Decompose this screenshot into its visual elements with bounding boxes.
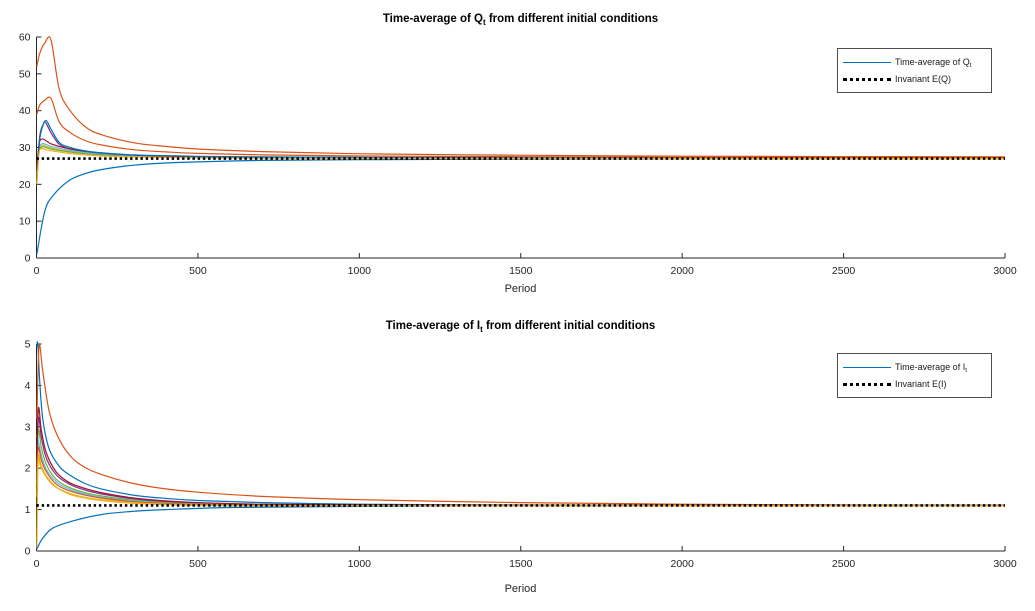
- x-tick-label: 0: [34, 558, 40, 570]
- legend-entry-timeaverage-q: Time-average of Qt: [838, 57, 991, 69]
- subplot1-title-pre: Time-average of Q: [382, 13, 483, 25]
- series-line-initial-condition-8: [36, 119, 1006, 181]
- legend-label-pre: Invariant E(I): [895, 379, 947, 389]
- series-line-initial-condition-high: [36, 36, 1006, 158]
- x-tick-label: 0: [34, 265, 40, 277]
- series-line-initial-condition-9: [36, 96, 1006, 159]
- y-tick-label: 5: [25, 339, 31, 351]
- subplot1-xlabel: Period: [504, 283, 537, 295]
- x-tick-label: 1500: [509, 265, 533, 277]
- y-tick-label: 3: [25, 421, 31, 433]
- x-tick-label: 1500: [509, 558, 533, 570]
- x-tick-label: 500: [189, 558, 207, 570]
- legend-entry-label: Time-average of It: [895, 362, 968, 374]
- y-tick-label: 10: [19, 216, 31, 228]
- series-line-initial-condition-10: [36, 453, 1005, 507]
- x-tick-label: 500: [189, 265, 207, 277]
- y-tick-label: 40: [19, 105, 31, 117]
- x-tick-label: 1000: [348, 558, 372, 570]
- x-tick-label: 2000: [670, 265, 694, 277]
- subplot2-title-sub: t: [480, 325, 483, 334]
- series-line-initial-condition-9: [36, 446, 1005, 507]
- legend-entry-invariant-q: Invariant E(Q): [838, 74, 991, 84]
- y-tick-label: 2: [25, 463, 31, 475]
- dotted-line-sample-icon: [843, 77, 891, 81]
- y-tick-label: 20: [19, 179, 31, 191]
- x-tick-label: 2500: [832, 558, 856, 570]
- legend-entry-label: Invariant E(Q): [895, 74, 951, 84]
- series-line-initial-condition-10: [36, 147, 1005, 185]
- y-tick-label: 4: [25, 380, 31, 392]
- subplot1-title-sub: t: [482, 18, 486, 27]
- subplot1-legend: Time-average of Qt Invariant E(Q): [837, 48, 992, 93]
- legend-entry-timeaverage-i: Time-average of It: [838, 362, 991, 374]
- legend-entry-label: Invariant E(I): [895, 379, 947, 389]
- subplot2-legend: Time-average of It Invariant E(I): [837, 353, 992, 398]
- legend-label-pre: Time-average of I: [895, 362, 966, 372]
- series-line-initial-condition-5: [36, 145, 1006, 174]
- y-tick-label: 0: [25, 546, 31, 558]
- x-tick-label: 2000: [670, 558, 694, 570]
- series-line-initial-condition-3: [36, 144, 1006, 178]
- series-line-initial-condition-7: [36, 138, 1006, 170]
- solid-line-sample-icon: [843, 61, 891, 63]
- series-line-initial-condition-low: [36, 504, 1006, 550]
- y-tick-label: 50: [19, 68, 31, 80]
- series-line-initial-condition-6: [36, 434, 1005, 507]
- series-line-initial-condition-6: [36, 142, 1006, 183]
- subplot2-title-post: from different initial conditions: [482, 320, 656, 332]
- y-tick-label: 30: [19, 142, 31, 154]
- series-line-initial-condition-4: [36, 416, 1005, 507]
- x-tick-label: 2500: [832, 265, 856, 277]
- series-line-initial-condition-5: [36, 429, 1005, 507]
- legend-label-sub: t: [969, 62, 972, 69]
- x-tick-label: 3000: [993, 265, 1017, 277]
- x-tick-label: 3000: [993, 558, 1017, 570]
- subplot1-title-post: from different initial conditions: [485, 13, 659, 25]
- legend-label-sub: t: [965, 367, 968, 374]
- subplot1-title: Time-average of Qt from different initia…: [36, 13, 1005, 27]
- series-line-initial-condition-low: [36, 158, 1006, 255]
- solid-line-sample-icon: [843, 366, 891, 368]
- subplot2-title-pre: Time-average of I: [385, 320, 481, 332]
- legend-entry-invariant-i: Invariant E(I): [838, 379, 991, 389]
- subplot2-xlabel: Period: [504, 583, 537, 595]
- y-tick-label: 0: [25, 253, 31, 265]
- legend-label-pre: Invariant E(Q): [895, 74, 952, 84]
- x-tick-label: 1000: [348, 265, 372, 277]
- dotted-line-sample-icon: [843, 382, 891, 386]
- y-tick-label: 1: [25, 504, 31, 516]
- legend-entry-label: Time-average of Qt: [895, 57, 972, 69]
- y-tick-label: 60: [19, 32, 31, 44]
- legend-label-pre: Time-average of Q: [895, 57, 970, 67]
- subplot2-title: Time-average of It from different initia…: [36, 320, 1005, 334]
